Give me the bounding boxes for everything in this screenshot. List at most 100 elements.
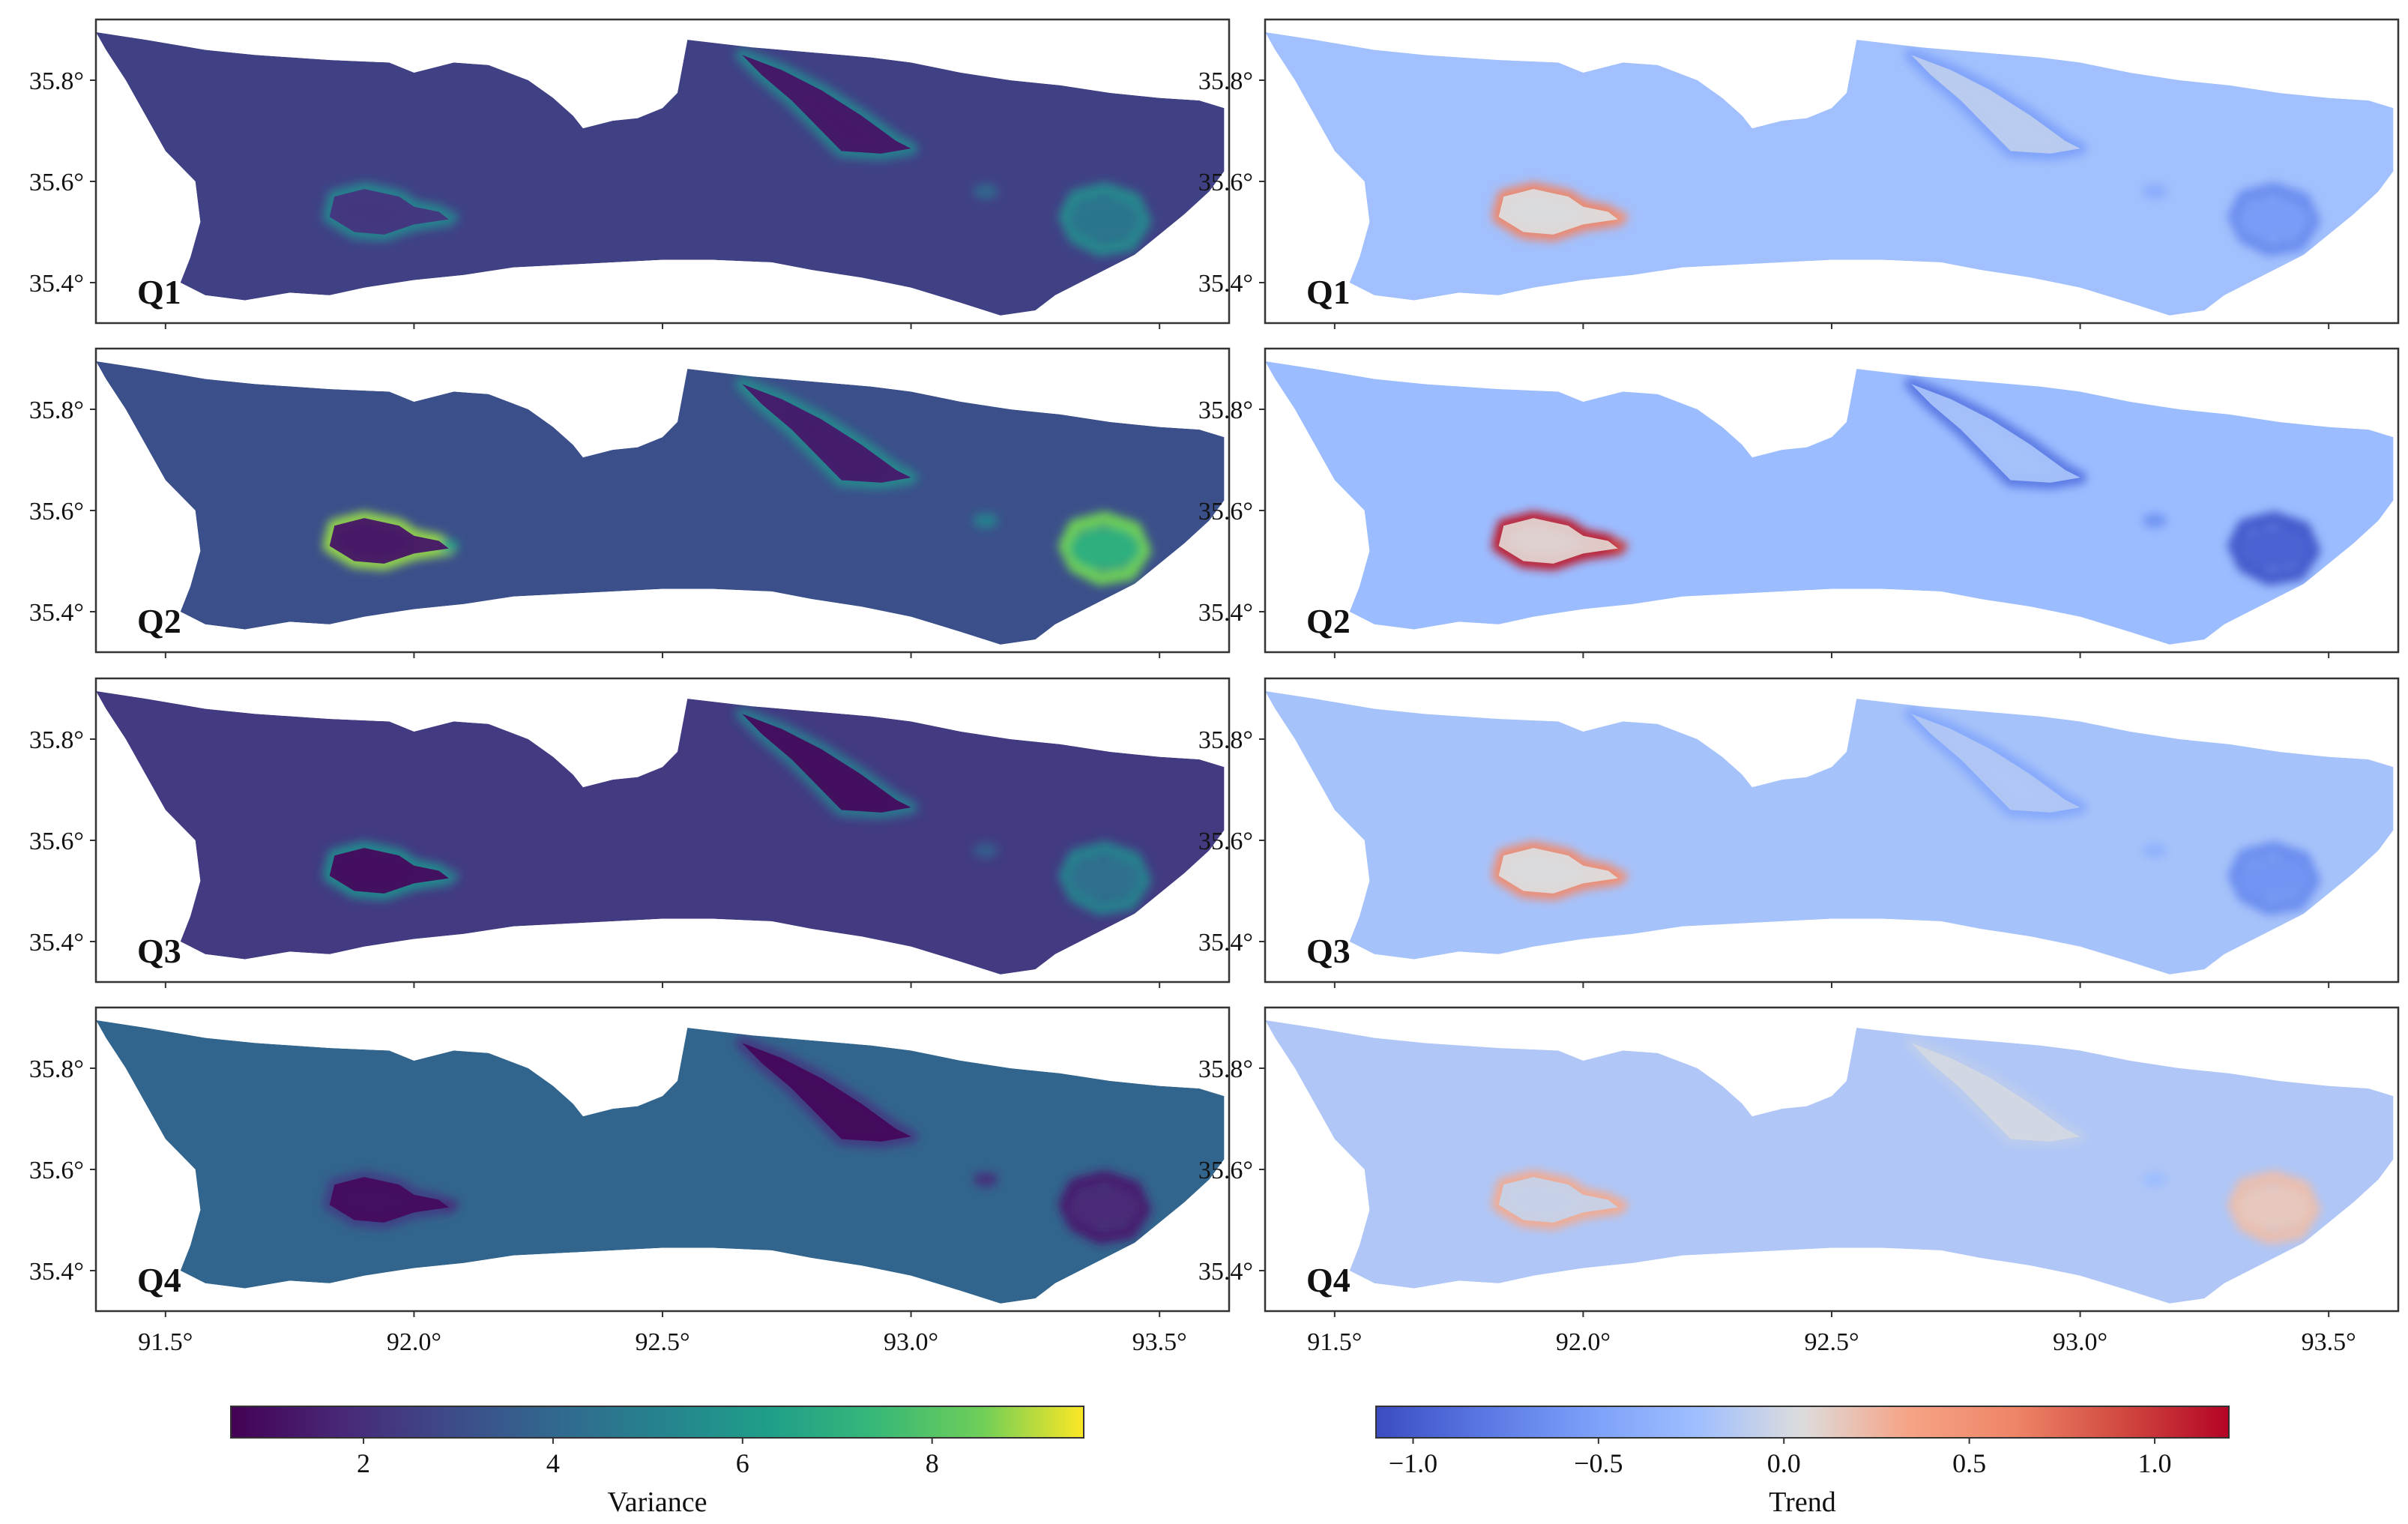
eastern-ring-edge <box>1058 1170 1152 1245</box>
field-layer <box>96 361 1225 645</box>
y-tick-label: 35.8° <box>29 397 84 424</box>
ring-e-anomaly <box>2239 857 2309 900</box>
eastern-ring-edge <box>2227 182 2321 257</box>
x-tick-label: 92.0° <box>387 1328 441 1356</box>
trend-colorbar: −1.0 −0.5 0.0 0.5 1.0 Trend <box>1375 1406 2230 1518</box>
ring-e-anomaly <box>2239 1186 2309 1229</box>
field-layer <box>96 31 1225 316</box>
ring-e-anomaly <box>1069 198 1140 241</box>
variance-panel-q1 <box>96 31 1225 316</box>
variance-colorbar: 2 4 6 8 Variance <box>230 1406 1084 1518</box>
colorbar-tick-label: 0.5 <box>1952 1448 1986 1478</box>
x-tick-label: 92.5° <box>1804 1328 1859 1356</box>
y-tick-label: 35.8° <box>1198 67 1253 95</box>
y-tick-label: 35.6° <box>1198 169 1253 196</box>
northern-lake-interior <box>742 55 911 154</box>
y-tick-label: 35.4° <box>29 929 84 957</box>
y-tick-label: 35.4° <box>1198 599 1253 627</box>
y-tick-label: 35.8° <box>1198 726 1253 754</box>
eastern-ring-edge <box>1058 511 1152 586</box>
region-fill <box>96 690 1225 975</box>
eastern-ring-edge <box>1058 182 1152 257</box>
eastern-ring-edge <box>1058 841 1152 916</box>
colorbar-label: Trend <box>1769 1487 1835 1518</box>
colorbar-gradient <box>1375 1406 2230 1439</box>
colorbar-tick-label: 6 <box>736 1448 749 1478</box>
y-tick-label: 35.8° <box>29 67 84 95</box>
field-layer <box>1265 31 2394 316</box>
western-lake-interior <box>329 518 449 564</box>
trend-panel-q1 <box>1265 31 2394 316</box>
variance-panel-q4 <box>96 1019 1225 1304</box>
quarter-label: Q3 <box>137 932 181 970</box>
y-tick-label: 35.6° <box>1198 1157 1253 1184</box>
region-fill <box>96 1019 1225 1304</box>
y-tick-label: 35.4° <box>29 270 84 298</box>
region-fill <box>1265 690 2394 975</box>
western-lake-interior <box>1498 518 1618 564</box>
y-tick-label: 35.4° <box>29 599 84 627</box>
y-tick-label: 35.8° <box>29 1055 84 1083</box>
y-tick-label: 35.6° <box>29 169 84 196</box>
northern-lake-interior <box>1911 55 2080 154</box>
y-tick-label: 35.4° <box>1198 929 1253 957</box>
northern-lake-interior <box>1911 714 2080 813</box>
ring-e-anomaly <box>1069 1186 1140 1229</box>
field-layer <box>96 1019 1225 1304</box>
y-tick-label: 35.6° <box>1198 828 1253 855</box>
colorbar-tick-label: −0.5 <box>1574 1448 1623 1478</box>
y-tick-label: 35.8° <box>1198 397 1253 424</box>
spots-mid-anomaly <box>973 1172 998 1187</box>
colorbar-tick-label: 1.0 <box>2138 1448 2172 1478</box>
colorbars: 2 4 6 8 Variance −1.0 −0.5 0.0 0.5 1.0 Trend <box>230 1406 2230 1518</box>
eastern-ring-edge <box>2227 511 2321 586</box>
field-layer <box>96 690 1225 975</box>
northern-lake-interior <box>1911 384 2080 483</box>
trend-panel-q4 <box>1265 1019 2394 1304</box>
spots-mid-anomaly <box>2142 184 2167 199</box>
y-tick-label: 35.6° <box>29 498 84 525</box>
colorbar-label: Variance <box>608 1487 707 1518</box>
x-tick-label: 91.5° <box>138 1328 193 1356</box>
western-lake-interior <box>329 1177 449 1223</box>
ring-e-anomaly <box>2239 198 2309 241</box>
colorbar-tick-label: 4 <box>546 1448 560 1478</box>
field-layer <box>1265 690 2394 975</box>
spots-mid-anomaly <box>973 184 998 199</box>
quarter-label: Q1 <box>137 273 181 311</box>
quarter-label: Q4 <box>1306 1261 1351 1299</box>
ring-e-anomaly <box>1069 527 1140 570</box>
x-tick-label: 92.0° <box>1556 1328 1611 1356</box>
region-fill <box>1265 1019 2394 1304</box>
x-tick-label: 93.5° <box>1132 1328 1187 1356</box>
eastern-ring-edge <box>2227 841 2321 916</box>
colorbar-tick-label: 2 <box>357 1448 370 1478</box>
spots-mid-anomaly <box>2142 513 2167 528</box>
spots-mid-anomaly <box>973 843 998 858</box>
ring-e-anomaly <box>1069 857 1140 900</box>
field-layer <box>1265 361 2394 645</box>
spots-mid-anomaly <box>2142 843 2167 858</box>
region-fill <box>1265 361 2394 645</box>
western-lake-interior <box>329 848 449 894</box>
northern-lake-interior <box>742 384 911 483</box>
spots-mid-anomaly <box>2142 1172 2167 1187</box>
trend-panel-q3 <box>1265 690 2394 975</box>
y-tick-label: 35.8° <box>29 726 84 754</box>
colorbar-gradient <box>230 1406 1084 1439</box>
y-tick-label: 35.6° <box>29 1157 84 1184</box>
y-tick-label: 35.4° <box>29 1258 84 1286</box>
y-tick-label: 35.6° <box>1198 498 1253 525</box>
x-tick-label: 93.5° <box>2302 1328 2356 1356</box>
quarter-label: Q2 <box>1306 602 1351 640</box>
axes: Q1 35.4° 35.6° 35.8° Q2 35.4° 35.6° 35.8° Q3 35.4… <box>29 18 2400 1356</box>
map-panels <box>96 31 2394 1304</box>
ring-e-anomaly <box>2239 527 2309 570</box>
northern-lake-interior <box>742 714 911 813</box>
y-tick-label: 35.6° <box>29 828 84 855</box>
colorbar-tick-label: 0.0 <box>1767 1448 1801 1478</box>
quarter-label: Q1 <box>1306 273 1351 311</box>
western-lake-interior <box>1498 1177 1618 1223</box>
region-fill <box>96 361 1225 645</box>
